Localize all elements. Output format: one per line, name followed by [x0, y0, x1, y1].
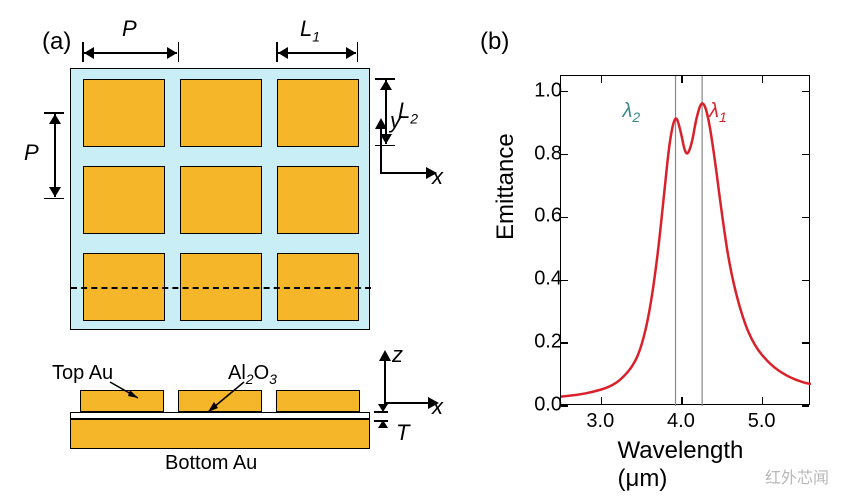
y-tick-label: 1.0 — [534, 79, 562, 102]
top-au-label: Top Au — [52, 362, 113, 385]
patch — [180, 79, 262, 147]
x-axis-title: Wavelength (μm) — [618, 437, 753, 493]
leader-al2o3 — [200, 380, 250, 416]
y-tick-label: 0.6 — [534, 205, 562, 228]
x-tick-label: 3.0 — [586, 410, 614, 433]
leader-top-au — [108, 380, 148, 404]
axis-z-label: z — [392, 342, 403, 368]
patch — [83, 166, 165, 234]
patch — [277, 166, 359, 234]
dim-P-vert-label: P — [24, 140, 39, 166]
plot-area — [560, 75, 810, 405]
bottom-au-label: Bottom Au — [165, 452, 257, 475]
dim-L2-sub: 2 — [410, 110, 418, 126]
dim-P-label: P — [122, 16, 137, 42]
patch — [83, 79, 165, 147]
axis-y-label: y — [390, 108, 401, 134]
plot-svg — [561, 76, 811, 406]
panel-a-label: (a) — [42, 28, 71, 56]
dim-L1-label: L1 — [300, 16, 320, 44]
dim-L2-label: L2 — [398, 98, 418, 126]
topview-array — [70, 68, 370, 330]
y-axis-title: Emittance — [492, 133, 520, 240]
al2o3-o: O — [254, 362, 270, 384]
dim-T-label: T — [396, 420, 409, 446]
al2o3-3: 3 — [269, 371, 277, 387]
x-tick-label: 4.0 — [667, 410, 695, 433]
y-tick-label: 0.2 — [534, 331, 562, 354]
dim-L1-sub: 1 — [312, 28, 320, 44]
axis-x2-label: x — [432, 394, 443, 420]
dashed-cut-line — [71, 287, 371, 289]
patch — [277, 79, 359, 147]
axis-x-label: x — [432, 164, 443, 190]
watermark: 红外芯闻 — [765, 464, 829, 488]
cross-top-au — [276, 390, 360, 412]
dim-L1-text: L — [300, 16, 312, 41]
y-tick-label: 0.8 — [534, 142, 562, 165]
y-tick-label: 0.4 — [534, 268, 562, 291]
peak-label: λ2 — [623, 100, 641, 125]
y-tick-label: 0.0 — [534, 394, 562, 417]
patch — [180, 166, 262, 234]
emittance-chart: Emittance Wavelength (μm) 0.00.20.40.60.… — [500, 55, 820, 455]
x-tick-label: 5.0 — [748, 410, 776, 433]
cross-bottom-au — [70, 419, 370, 449]
panel-b-label: (b) — [480, 28, 509, 56]
peak-label: λ1 — [709, 100, 727, 125]
